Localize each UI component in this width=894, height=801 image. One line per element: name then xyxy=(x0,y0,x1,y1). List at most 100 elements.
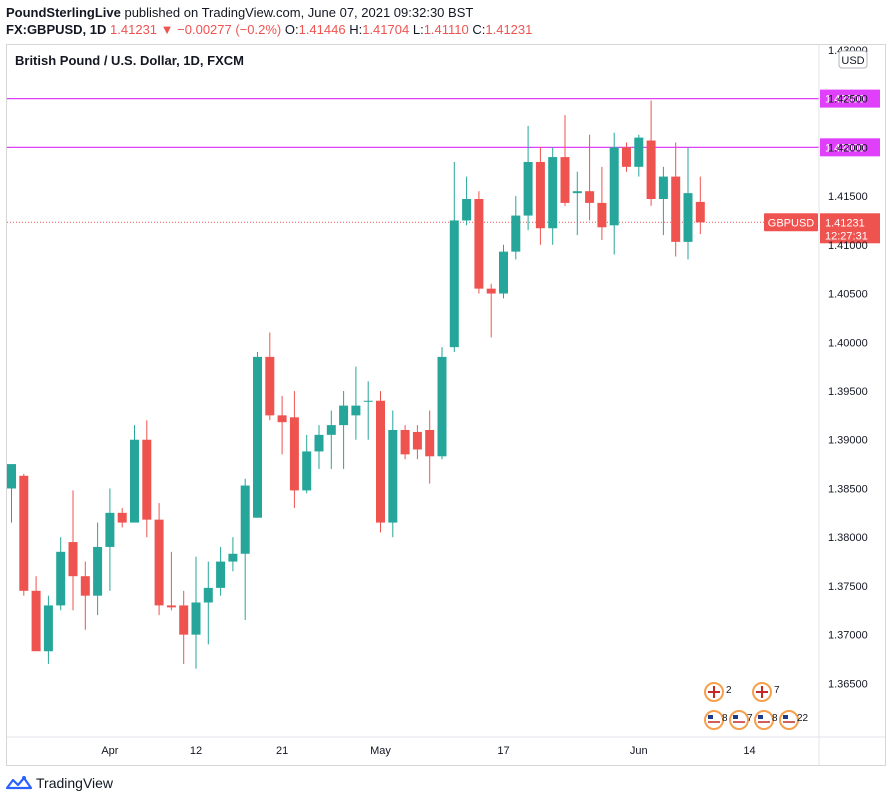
candle-body xyxy=(683,193,693,242)
published-text: published on TradingView.com, June 07, 2… xyxy=(124,5,474,20)
candle-body xyxy=(253,356,262,518)
currency-label: USD xyxy=(841,55,864,67)
price-tick-label: 1.37000 xyxy=(828,630,868,642)
candle-body xyxy=(597,202,607,228)
us-flag-canton-icon xyxy=(733,715,738,719)
time-tick-label: 14 xyxy=(743,745,755,757)
candle-body xyxy=(19,475,29,591)
price-tick-label: 1.37500 xyxy=(828,581,868,593)
price-tick-label: 1.36500 xyxy=(828,678,868,690)
event-count: 7 xyxy=(747,713,753,724)
candle-body xyxy=(314,434,324,452)
candle-body xyxy=(228,553,238,562)
symbol-label: FX:GBPUSD, 1D xyxy=(6,22,107,37)
candle-body xyxy=(130,439,139,523)
us-flag-canton-icon xyxy=(783,715,788,719)
time-tick-label: Jun xyxy=(630,745,648,757)
candle-body xyxy=(289,417,299,491)
candle-body xyxy=(216,561,226,588)
down-arrow-icon: ▼ xyxy=(160,22,174,37)
open-label: O: xyxy=(284,22,299,37)
us-flag-icon xyxy=(704,710,724,730)
event-count: 22 xyxy=(797,713,809,724)
price-tick-label: 1.38000 xyxy=(828,532,868,544)
price-tick-label: 1.41500 xyxy=(828,191,868,203)
us-flag-canton-icon xyxy=(758,715,763,719)
event-badges-layer: 2 7 8 7 8 22 xyxy=(704,682,809,730)
candle-body xyxy=(585,191,595,203)
candle-body xyxy=(474,198,484,289)
publisher-name[interactable]: PoundSterlingLive xyxy=(6,5,121,20)
axes-layer: 1.36500 1.37000 1.37500 1.38000 1.38500 1.390… xyxy=(7,45,885,765)
candle-body xyxy=(695,201,705,223)
low-value: 1.41110 xyxy=(423,22,469,37)
candle-body xyxy=(572,191,582,194)
candle-body xyxy=(486,288,496,294)
footer: TradingView xyxy=(6,772,113,794)
candle-body xyxy=(622,147,631,167)
candle-body xyxy=(105,512,115,547)
candle-body xyxy=(326,425,336,435)
candle-body xyxy=(388,429,398,523)
candle-body xyxy=(609,147,619,226)
horizontal-level-label: 1.42000 xyxy=(825,142,865,154)
price-tick-label: 1.42000 xyxy=(828,142,868,154)
candle-body xyxy=(31,590,41,652)
horizontal-level-label: 1.42500 xyxy=(825,94,865,106)
candle-body xyxy=(142,439,152,520)
candle-body xyxy=(449,220,459,348)
candle-body xyxy=(535,161,545,229)
candle-body xyxy=(425,429,435,457)
candle-body xyxy=(412,431,422,450)
countdown-label: 12:27:31 xyxy=(825,230,868,242)
last-price-tag xyxy=(820,213,880,244)
time-tick-label: May xyxy=(370,745,391,757)
price-change: −0.00277 (−0.2%) xyxy=(177,22,282,37)
chart-frame[interactable]: 1.42500 1.42000 GBPUSD 1.41231 12:27:31 1.36… xyxy=(6,44,886,766)
us-flag-canton-icon xyxy=(708,715,713,719)
price-tick-label: 1.42500 xyxy=(828,94,868,106)
tradingview-logo-icon[interactable] xyxy=(6,775,32,791)
candle-body xyxy=(560,157,570,203)
horizontal-level-tag xyxy=(820,89,880,108)
candle-body xyxy=(437,356,447,457)
currency-button[interactable]: USD xyxy=(838,50,868,69)
close-label: C: xyxy=(472,22,486,37)
ohlc-line: FX:GBPUSD, 1D 1.41231 ▼ −0.00277 (−0.2%)… xyxy=(6,22,532,37)
symbol-tag-label: GBPUSD xyxy=(768,217,815,229)
candle-body xyxy=(80,576,90,596)
candle-body xyxy=(68,542,78,577)
candle-body xyxy=(523,161,533,216)
chart-title: British Pound / U.S. Dollar, 1D, FXCM xyxy=(15,53,244,68)
high-label: H: xyxy=(349,22,363,37)
price-tick-label: 1.39000 xyxy=(828,435,868,447)
candle-body xyxy=(7,464,16,489)
chart-header: PoundSterlingLive published on TradingVi… xyxy=(0,0,894,44)
candle-body xyxy=(179,605,189,635)
candle-body xyxy=(376,400,385,523)
time-tick-label: 12 xyxy=(190,745,202,757)
candle-body xyxy=(265,356,275,416)
last-price: 1.41231 xyxy=(110,22,158,37)
time-tick-label: 17 xyxy=(497,745,509,757)
price-tick-label: 1.41000 xyxy=(828,240,868,252)
candle-body xyxy=(302,451,312,491)
price-tick-label: 1.40500 xyxy=(828,289,868,301)
price-tick-label: 1.38500 xyxy=(828,483,868,495)
candle-body xyxy=(462,198,472,221)
candle-body xyxy=(363,400,373,402)
candle-body xyxy=(511,215,521,252)
candle-body xyxy=(56,551,66,606)
symbol-tag xyxy=(764,213,818,232)
candle-body xyxy=(240,485,250,554)
last-price-label: 1.41231 xyxy=(825,217,865,229)
candle-body xyxy=(117,512,127,523)
candle-body xyxy=(351,405,361,416)
candle-body xyxy=(548,157,558,229)
tradingview-brand[interactable]: TradingView xyxy=(36,775,114,791)
horizontal-level-tag xyxy=(820,138,880,157)
candle-body xyxy=(339,405,349,426)
event-count: 7 xyxy=(774,685,780,696)
